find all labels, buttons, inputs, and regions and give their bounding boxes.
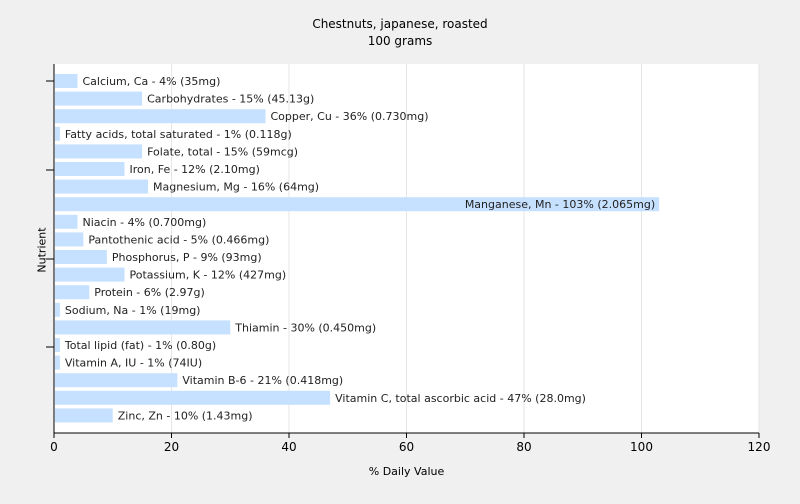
bar-label: Magnesium, Mg - 16% (64mg) (153, 181, 319, 194)
bar-label: Phosphorus, P - 9% (93mg) (112, 251, 262, 264)
bar (55, 355, 60, 370)
bar-label: Folate, total - 15% (59mcg) (147, 145, 298, 158)
y-axis-label: Nutrient (35, 227, 49, 273)
bar (55, 179, 148, 194)
bar-label: Carbohydrates - 15% (45.13g) (147, 93, 314, 106)
chart-title-block: Chestnuts, japanese, roasted 100 grams (0, 16, 800, 50)
bar-label: Thiamin - 30% (0.450mg) (234, 321, 376, 334)
bar (55, 302, 60, 317)
bar-label: Vitamin C, total ascorbic acid - 47% (28… (335, 392, 586, 405)
bar-label: Fatty acids, total saturated - 1% (0.118… (65, 128, 292, 141)
bar (55, 91, 143, 106)
bar-label: Copper, Cu - 36% (0.730mg) (271, 110, 429, 123)
x-tick-label: 100 (630, 440, 653, 454)
bar-label: Vitamin B-6 - 21% (0.418mg) (182, 374, 343, 387)
bar-label: Protein - 6% (2.97g) (94, 286, 205, 299)
bar (55, 408, 113, 423)
bar-label: Iron, Fe - 12% (2.10mg) (130, 163, 260, 176)
bar-label: Vitamin A, IU - 1% (74IU) (65, 357, 202, 370)
bar (55, 390, 331, 405)
x-tick-label: 120 (748, 440, 771, 454)
bar-label: Potassium, K - 12% (427mg) (130, 269, 287, 282)
bar (55, 285, 90, 300)
bar (55, 197, 660, 212)
bar (55, 250, 107, 264)
bar-label: Pantothenic acid - 5% (0.466mg) (88, 233, 269, 246)
bar (55, 338, 60, 352)
bar (55, 214, 78, 229)
bar (55, 320, 231, 335)
bar-label: Calcium, Ca - 4% (35mg) (83, 75, 221, 88)
bar (55, 126, 60, 141)
bar (55, 373, 178, 388)
x-tick-label: 20 (164, 440, 179, 454)
chart-subtitle: 100 grams (367, 34, 433, 48)
x-axis-label: % Daily Value (368, 465, 445, 478)
bar (55, 144, 143, 159)
x-tick-label: 40 (281, 440, 296, 454)
bar-label: Zinc, Zn - 10% (1.43mg) (118, 409, 253, 422)
bar (55, 267, 125, 282)
chart-title: Chestnuts, japanese, roasted (312, 17, 488, 31)
bar (55, 74, 78, 88)
bar-label: Sodium, Na - 1% (19mg) (65, 304, 201, 317)
bar-label: Manganese, Mn - 103% (2.065mg) (465, 198, 655, 211)
bar (55, 232, 84, 247)
bar (55, 162, 125, 176)
bar (55, 109, 266, 124)
bar-label: Total lipid (fat) - 1% (0.80g) (64, 339, 216, 352)
x-tick-label: 80 (516, 440, 531, 454)
x-tick-label: 60 (399, 440, 414, 454)
bar-label: Niacin - 4% (0.700mg) (83, 216, 207, 229)
x-tick-label: 0 (50, 440, 58, 454)
